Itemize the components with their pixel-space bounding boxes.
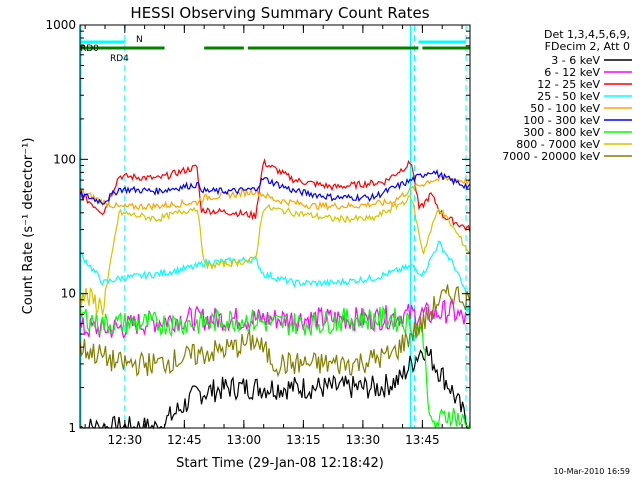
x-tick-label: 12:30 [108, 433, 143, 447]
legend-label: 800 - 7000 keV [516, 138, 600, 151]
series-line-7 [79, 195, 471, 316]
legend-label: 100 - 300 keV [523, 114, 600, 127]
series-line-2 [79, 158, 471, 233]
legend-header-line-2: FDecim 2, Att 0 [545, 40, 630, 53]
y-tick-label: 10 [61, 287, 76, 301]
footer-timestamp: 10-Mar-2010 16:59 [554, 467, 631, 476]
legend-label: 3 - 6 keV [551, 54, 600, 67]
series-layer [79, 158, 471, 430]
y-tick-label: 1000 [45, 18, 76, 32]
y-axis-ticks: 1 10 100 1000 [45, 18, 470, 435]
plot-frame [79, 24, 471, 429]
flag-label-rd4: RD4 [110, 54, 129, 64]
series-line-5 [79, 169, 471, 205]
legend-label: 6 - 12 keV [544, 66, 600, 79]
legend-label: 7000 - 20000 keV [502, 150, 600, 163]
legend-label: 50 - 100 keV [530, 102, 600, 115]
series-line-3 [79, 240, 471, 326]
flag-label-rd0: RD0 [80, 44, 99, 54]
y-axis-label: Count Rate (s⁻¹ detector⁻¹) [21, 138, 36, 315]
series-line-8 [79, 284, 471, 378]
series-line-6 [79, 305, 471, 430]
series-line-1 [79, 298, 471, 339]
y-tick-label: 1 [68, 421, 76, 435]
attenuator-flags: N RD0 RD4 [80, 35, 470, 64]
y-tick-label: 100 [53, 152, 76, 166]
x-tick-label: 13:30 [346, 433, 381, 447]
x-tick-label: 13:45 [405, 433, 440, 447]
legend-label: 25 - 50 keV [537, 90, 600, 103]
flag-label-n: N [136, 35, 143, 45]
chart-title: HESSI Observing Summary Count Rates [130, 4, 429, 22]
x-tick-label: 13:15 [286, 433, 321, 447]
legend-label: 300 - 800 keV [523, 126, 600, 139]
series-line-0 [79, 346, 470, 430]
legend: Det 1,3,4,5,6,9, FDecim 2, Att 0 3 - 6 k… [502, 28, 632, 163]
legend-label: 12 - 25 keV [537, 78, 600, 91]
x-axis-ticks: 12:30 12:45 13:00 13:15 13:30 13:45 [84, 25, 463, 447]
series-line-4 [79, 175, 471, 211]
x-tick-label: 13:00 [227, 433, 262, 447]
legend-header-line-1: Det 1,3,4,5,6,9, [544, 28, 630, 41]
x-tick-label: 12:45 [167, 433, 202, 447]
x-axis-label: Start Time (29-Jan-08 12:18:42) [176, 456, 384, 471]
